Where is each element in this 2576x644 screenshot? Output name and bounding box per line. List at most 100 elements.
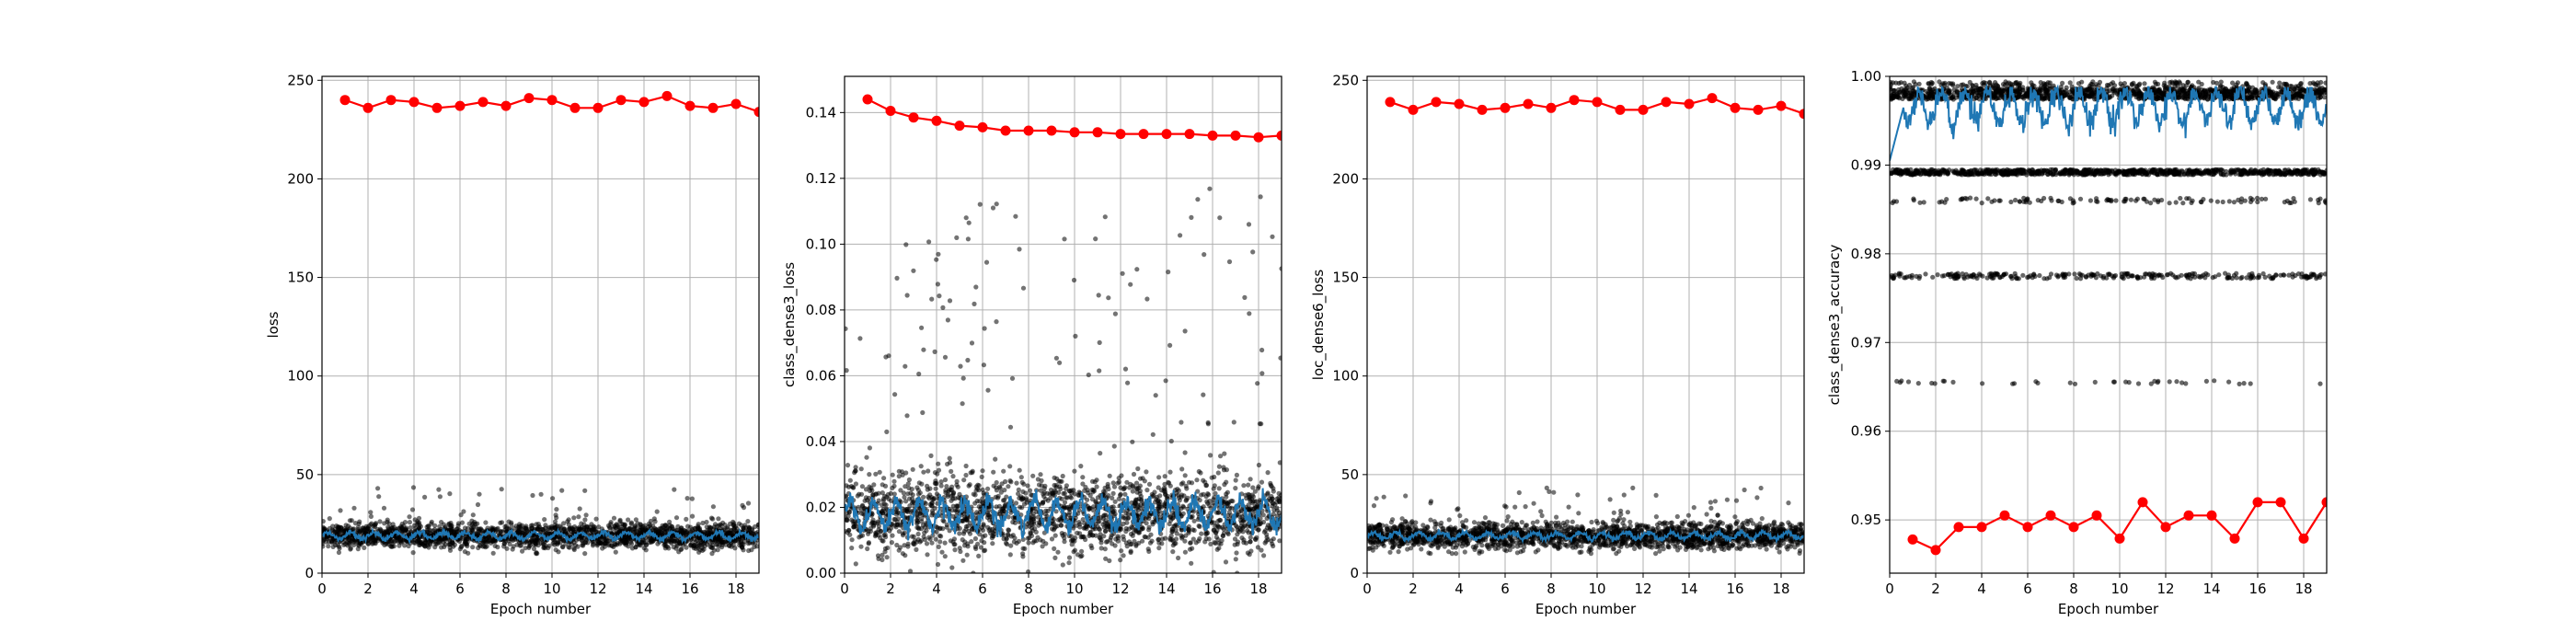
batch-point [1068,534,1074,539]
batch-point [1167,469,1173,475]
batch-point [333,538,339,544]
batch-point [1080,475,1086,480]
batch-point [978,545,983,550]
batch-point [1021,501,1028,507]
batch-point [1203,482,1210,489]
batch-point [1611,517,1616,523]
batch-point [746,524,752,530]
batch-point [1267,525,1272,531]
batch-point [1008,510,1014,515]
batch-point [566,526,572,532]
validation-point [431,102,443,113]
batch-point [937,293,942,299]
batch-point [629,546,636,551]
batch-point [865,498,870,503]
batch-point [1271,507,1277,513]
batch-point [1253,536,1259,543]
batch-point [875,521,880,526]
batch-point [880,498,887,503]
validation-point [862,94,873,105]
batch-point [1065,504,1072,511]
validation-point [569,102,581,113]
batch-point [877,469,882,475]
batch-point [1241,537,1247,543]
validation-point [1115,129,1126,140]
batch-point [1189,214,1194,220]
validation-point [707,102,719,113]
batch-point [700,520,706,526]
batch-point [1231,420,1236,425]
batch-point [1007,478,1013,484]
batch-point [1685,512,1691,518]
batch-point [985,387,991,393]
batch-point [1144,469,1149,475]
batch-point [1122,491,1128,497]
validation-point [1023,125,1034,136]
batch-point [458,512,464,518]
batch-point [917,490,923,496]
batch-point [1058,486,1064,492]
batch-point [955,503,960,510]
batch-point [990,205,996,211]
batch-point [1107,558,1112,564]
batch-point [1226,259,1233,265]
batch-point [849,546,855,551]
batch-point [1123,529,1129,535]
batch-point [1199,531,1204,536]
batch-point [952,547,958,553]
batch-point [996,484,1002,489]
batch-point [562,526,568,532]
batch-point [755,522,759,527]
batch-point [910,492,915,498]
batch-point [1087,506,1092,512]
batch-point [495,525,500,531]
batch-point [845,368,849,374]
batch-point [868,521,874,526]
chart-panel-class_dense3_loss: 0 2 4 6 8 10 12 14 16 180.000.020.040.060.080.100… [781,75,1282,617]
batch-point [410,485,417,490]
batch-point [1166,270,1171,275]
batch-point [540,527,546,533]
batch-point [640,523,646,529]
batch-point [1579,544,1584,549]
x-tick-label: 2 [363,581,373,597]
batch-point [1124,544,1130,549]
batch-point [642,527,648,533]
batch-point [892,392,898,397]
batch-point [1154,497,1159,502]
batch-point [1105,481,1110,487]
batch-point [1086,372,1091,378]
batch-point [362,545,367,551]
batch-point [845,517,849,523]
batch-point [914,485,920,490]
batch-point [1269,484,1274,489]
batch-point [1235,541,1240,547]
batch-point [1078,464,1084,469]
batch-point [612,523,617,529]
batch-point [883,354,889,360]
batch-point [1032,526,1038,532]
batch-point [684,545,689,550]
validation-point [615,95,627,106]
batch-point [332,529,338,535]
batch-point [1025,535,1030,541]
batch-point [715,547,720,553]
batch-point [938,479,944,485]
batch-point [528,523,535,528]
batch-point [883,535,889,540]
batch-point [1017,467,1022,473]
batch-point [937,539,943,545]
batch-point [696,549,702,555]
batch-point [1254,499,1259,504]
batch-point [1026,569,1031,573]
batch-point [368,537,374,543]
batch-point [731,521,737,526]
batch-point [1220,533,1226,539]
batch-point [482,544,488,549]
batch-point [1261,553,1267,558]
batch-point [517,522,523,527]
batch-point [1519,520,1524,525]
batch-point [672,487,677,492]
batch-point [1190,527,1196,533]
batch-point [1020,489,1026,495]
